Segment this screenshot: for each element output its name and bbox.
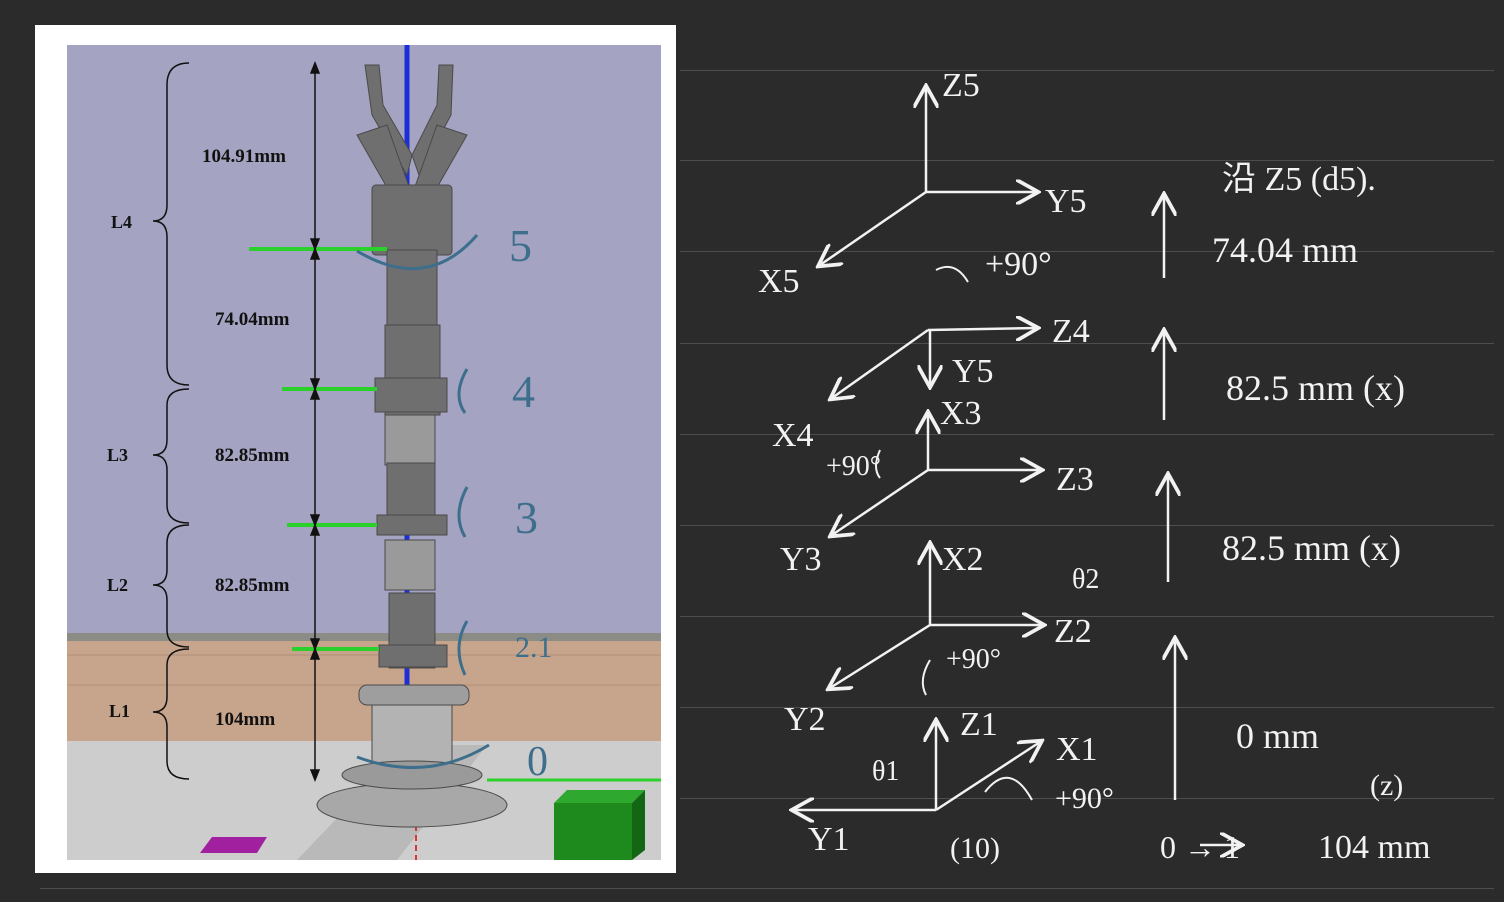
- length-label: 104.91mm: [202, 146, 286, 167]
- ruled-line: [680, 343, 1494, 344]
- translation-value: 82.5 mm (x): [1226, 368, 1405, 408]
- joint-number: 0: [527, 739, 548, 785]
- frame-axes: [794, 88, 1240, 845]
- joint-rotation-arcs: [356, 234, 490, 770]
- length-label: 104mm: [215, 709, 275, 730]
- axis-label-y3: Y3: [780, 541, 822, 578]
- segment-label: L3: [107, 445, 128, 465]
- axis-label-z4: Z4: [1052, 313, 1090, 350]
- joint-number: 4: [512, 366, 535, 417]
- ruled-line: [680, 160, 1494, 161]
- rotation-label: +90°: [985, 246, 1052, 283]
- joint-markers: [249, 247, 387, 651]
- green-cube: [554, 790, 645, 860]
- axis-label-y1: Y1: [808, 821, 850, 858]
- axis-label-x3: X3: [940, 395, 982, 432]
- axis-label-y5: Y5: [952, 353, 994, 390]
- axis-label-y5: Y5: [1045, 183, 1087, 220]
- axis-label-y2: Y2: [784, 701, 826, 738]
- axis-note: (z): [1370, 769, 1403, 802]
- robot-arm: [316, 64, 508, 828]
- length-label: 74.04mm: [215, 309, 290, 330]
- ruled-line: [680, 525, 1494, 526]
- length-label: 82.85mm: [215, 575, 290, 596]
- axis-label-z2: Z2: [1054, 613, 1092, 650]
- segment-label: L2: [107, 575, 128, 595]
- rotation-label: +90°: [1055, 782, 1114, 815]
- frame-transition: 0 → 1: [1160, 829, 1240, 865]
- axis-label-x2: X2: [942, 541, 984, 578]
- joint-number: 2.1: [515, 631, 553, 664]
- ruled-line: [680, 798, 1494, 799]
- axis-label-x1: X1: [1056, 731, 1098, 768]
- joint-number: 5: [509, 220, 532, 271]
- axis-label-z3: Z3: [1056, 461, 1094, 498]
- ruled-line: [680, 707, 1494, 708]
- rotation-arcs: [875, 266, 1033, 801]
- theta-label: θ2: [1072, 564, 1099, 595]
- translation-value: 74.04 mm: [1212, 230, 1358, 270]
- ruled-line: [680, 251, 1494, 252]
- dimension-line: [309, 60, 321, 783]
- axis-label-z5: Z5: [942, 67, 980, 104]
- rotation-label: +90°: [826, 451, 881, 482]
- segment-label: L4: [111, 212, 132, 232]
- axis-label-x5: X5: [758, 263, 800, 300]
- axis-label-z1: Z1: [960, 706, 998, 743]
- robot-arm-screenshot: L4 L3 L2 L1 104.91mm 74.04mm 82.85mm 82.…: [35, 25, 676, 873]
- translation-note: 沿 Z5 (d5).: [1222, 161, 1376, 198]
- magenta-plate: [200, 837, 267, 853]
- translation-value: 82.5 mm (x): [1222, 528, 1401, 568]
- axis-label-x4: X4: [772, 417, 814, 454]
- ruled-line: [680, 70, 1494, 71]
- ruled-line: [680, 616, 1494, 617]
- rotation-label: +90°: [946, 644, 1001, 675]
- translation-value: 104 mm: [1318, 829, 1430, 866]
- length-label: 82.85mm: [215, 445, 290, 466]
- ruled-line: [680, 434, 1494, 435]
- ruled-line: [40, 888, 1494, 889]
- joint-number: 3: [515, 492, 538, 543]
- translation-value: 0 mm: [1236, 716, 1319, 756]
- frame-index: (10): [950, 832, 1000, 865]
- theta-label: θ1: [872, 756, 899, 787]
- simulation-scene: L4 L3 L2 L1 104.91mm 74.04mm 82.85mm 82.…: [67, 45, 661, 860]
- segment-label: L1: [109, 701, 130, 721]
- segment-braces: [152, 62, 190, 780]
- frame-labels: Z5 Y5 X5 +90° Z4 Y5 X4 X3 Z3 Y3 +90° X2 …: [758, 67, 1430, 866]
